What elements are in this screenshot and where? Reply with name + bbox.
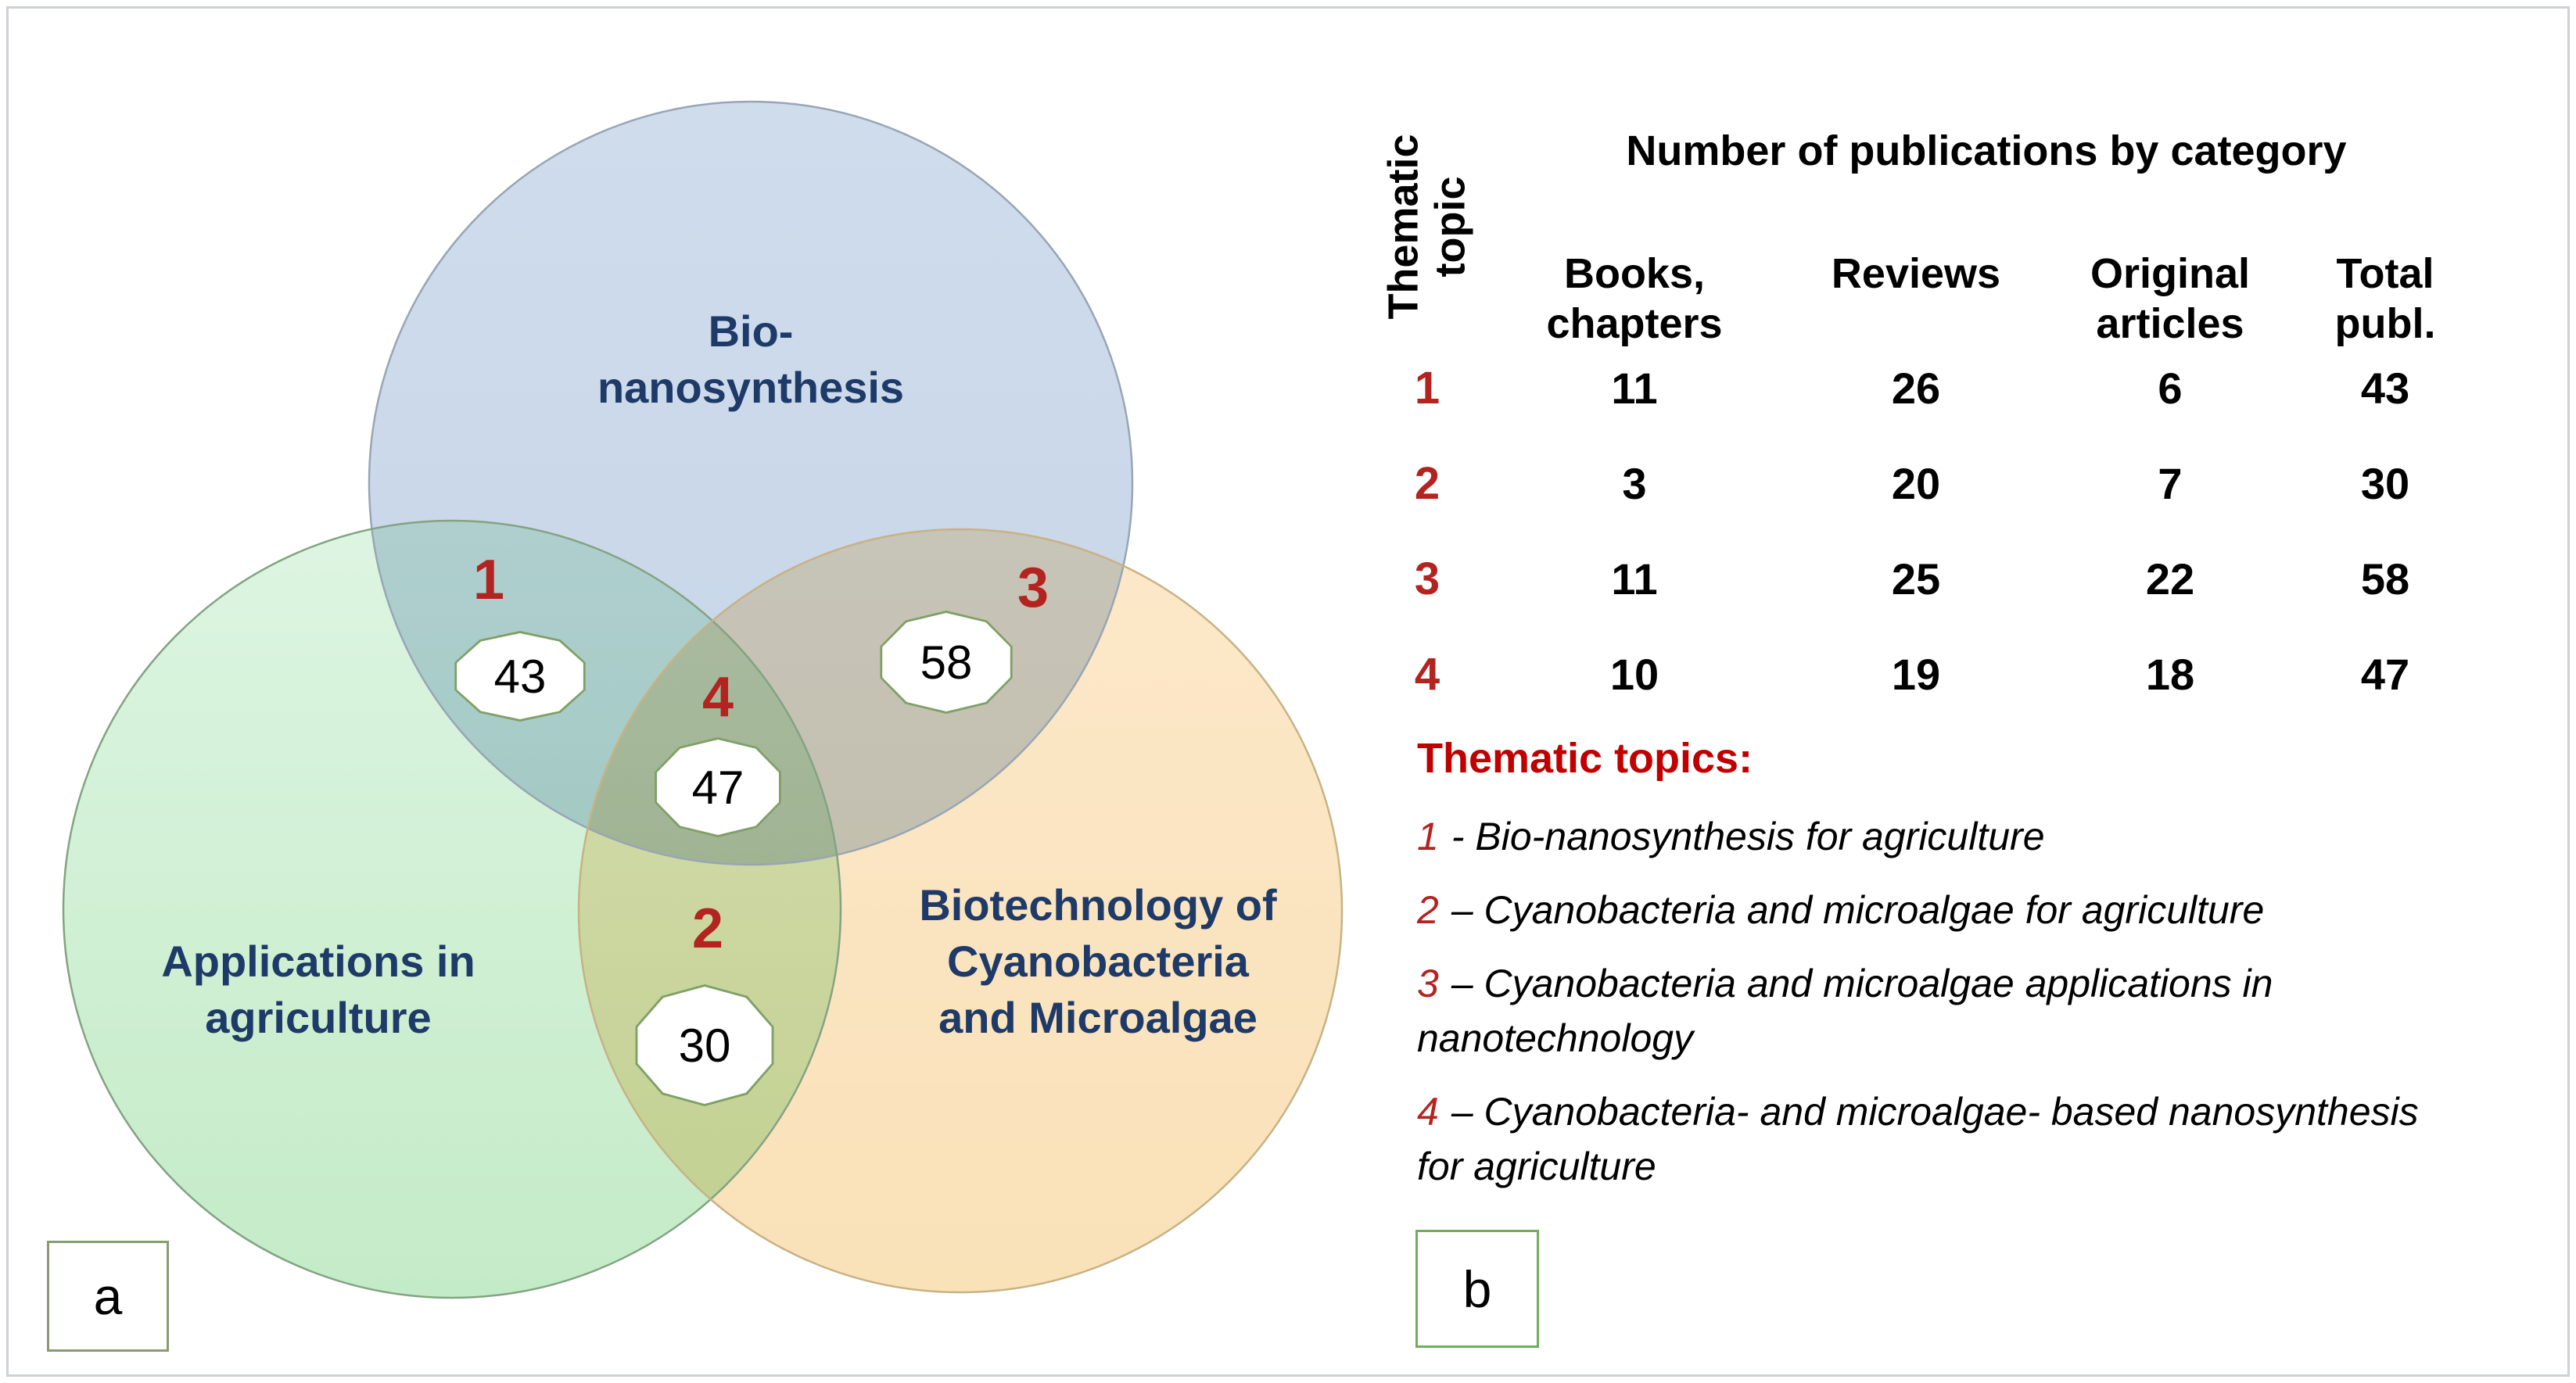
- legend-item-2: 2 – Cyanobacteria and microalgae for agri…: [1417, 883, 2469, 937]
- table-cell: 22: [2145, 554, 2195, 604]
- panel-label-a: a: [47, 1241, 169, 1352]
- venn-circle-biotechnology-cyanobacteria-microalgae: [579, 529, 1342, 1292]
- panel-letter: a: [93, 1267, 123, 1325]
- legend-item-number: 4: [1417, 1090, 1439, 1134]
- table-cell: 47: [2360, 649, 2410, 699]
- table-cell: 18: [2145, 649, 2195, 699]
- table-cell: 43: [2360, 363, 2410, 413]
- venn-value-47: 47: [657, 740, 779, 835]
- publications-table: Thematic topic Number of publications by…: [1365, 113, 2483, 722]
- table-cell: 6: [2158, 363, 2183, 413]
- venn-circle-outline-blue: [368, 100, 1134, 866]
- venn-circle-outline-green: [62, 519, 842, 1299]
- venn-value-43: 43: [457, 633, 583, 719]
- venn-circle-outline-orange: [577, 528, 1344, 1294]
- legend-item-text: - Bio-nanosynthesis for agriculture: [1451, 815, 2045, 858]
- table-corner-header: Thematic topic: [1365, 113, 1490, 340]
- table-cell: 10: [1609, 649, 1659, 699]
- venn-diagram: [62, 100, 1344, 1299]
- venn-label-biotechnology: Biotechnology of Cyanobacteria and Micro…: [919, 880, 1277, 1042]
- venn-value-58: 58: [882, 613, 1010, 711]
- table-row-topic: 4: [1414, 648, 1440, 700]
- venn-region-number-2: 2: [691, 898, 724, 960]
- venn-value-30: 30: [637, 987, 772, 1104]
- venn-value-badge-43: 43: [454, 631, 586, 722]
- venn-value-badge-47: 47: [655, 737, 781, 837]
- legend-item-number: 1: [1417, 815, 1439, 858]
- column-header-original-articles: Original articles: [2090, 250, 2251, 347]
- table-row-topic: 2: [1414, 457, 1440, 509]
- table-cell: 25: [1891, 554, 1941, 604]
- thematic-topics-legend: Thematic topics: 1 - Bio-nanosynthesis fo…: [1417, 731, 2469, 1213]
- legend-item-4: 4– Cyanobacteria- and microalgae- based …: [1417, 1084, 2469, 1194]
- table-cell: 30: [2360, 458, 2410, 508]
- legend-item-number: 2: [1417, 888, 1439, 932]
- column-header-total-publ: Total publ.: [2334, 250, 2436, 347]
- venn-region-number-3: 3: [1017, 557, 1049, 619]
- venn-region-number-4: 4: [701, 666, 734, 729]
- table-row-topic: 1: [1414, 362, 1440, 414]
- table-cell: 19: [1891, 649, 1941, 699]
- legend-item-1: 1 - Bio-nanosynthesis for agriculture: [1417, 809, 2469, 864]
- table-cell: 11: [1611, 554, 1658, 604]
- venn-value-badge-58: 58: [880, 611, 1013, 714]
- table-row-topic: 3: [1414, 553, 1440, 604]
- table-cell: 3: [1622, 458, 1647, 508]
- table-cell: 11: [1611, 363, 1658, 413]
- table-cell: 58: [2360, 554, 2410, 604]
- legend-item-text: – Cyanobacteria and microalgae for agric…: [1451, 888, 2265, 932]
- table-cell: 26: [1891, 363, 1941, 413]
- legend-item-text: – Cyanobacteria and microalgae applicati…: [1417, 962, 2273, 1060]
- venn-label-bio-nanosynthesis: Bio- nanosynthesis: [597, 306, 905, 412]
- table-cell: 7: [2158, 458, 2183, 508]
- figure-border: [6, 6, 2570, 1377]
- venn-value-badge-30: 30: [635, 984, 774, 1106]
- panel-label-b: b: [1415, 1230, 1539, 1348]
- legend-item-text: – Cyanobacteria- and microalgae- based n…: [1417, 1090, 2419, 1188]
- panel-letter: b: [1462, 1259, 1492, 1318]
- table-cell: 20: [1891, 458, 1941, 508]
- table-title: Number of publications by category: [1626, 127, 2347, 174]
- column-header-books-chapters: Books, chapters: [1546, 250, 1723, 347]
- venn-label-applications-in-agriculture: Applications in agriculture: [161, 937, 475, 1042]
- legend-heading: Thematic topics:: [1417, 735, 1753, 782]
- venn-region-number-1: 1: [472, 549, 505, 611]
- thematic-topic-rotated-header: Thematic topic: [1380, 134, 1475, 320]
- column-header-reviews: Reviews: [1831, 250, 2001, 297]
- legend-item-number: 3: [1417, 962, 1439, 1005]
- legend-item-3: 3– Cyanobacteria and microalgae applicat…: [1417, 956, 2469, 1066]
